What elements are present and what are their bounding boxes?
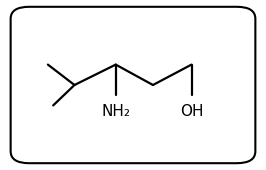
Text: NH₂: NH₂	[101, 104, 130, 119]
Text: OH: OH	[180, 104, 203, 119]
FancyBboxPatch shape	[11, 7, 255, 163]
